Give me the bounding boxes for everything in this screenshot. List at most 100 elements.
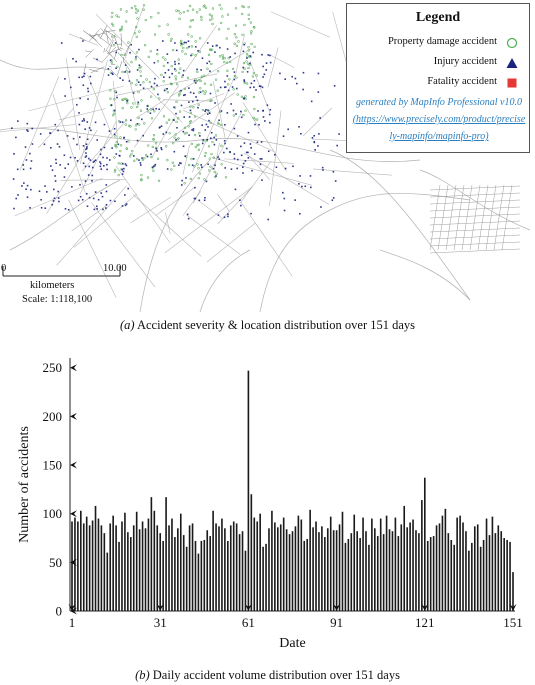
bar-day-42 — [191, 523, 194, 611]
bar-day-14 — [109, 523, 112, 611]
bar-day-44 — [197, 553, 200, 611]
bar-day-4 — [80, 510, 82, 611]
bar-day-1 — [71, 521, 73, 611]
bar-day-139 — [476, 524, 479, 611]
y-tick-label-200: 200 — [43, 409, 63, 424]
bar-day-83 — [312, 527, 314, 611]
bar-day-127 — [441, 515, 444, 611]
bar-day-20 — [127, 532, 129, 611]
x-tick-label-91: 91 — [330, 615, 343, 630]
scale-end: 10.00 — [103, 263, 127, 274]
x-tick-label-61: 61 — [242, 615, 255, 630]
caption-b-text: Daily accident volume distribution over … — [149, 668, 400, 682]
legend-label-property: Property damage accident — [387, 36, 497, 47]
bar-day-25 — [141, 521, 144, 611]
bar-day-109 — [388, 529, 391, 611]
bar-day-102 — [368, 544, 370, 611]
bar-day-57 — [235, 523, 238, 611]
bar-day-98 — [356, 531, 358, 611]
y-tick-mark-250 — [70, 364, 77, 372]
bar-day-138 — [473, 526, 476, 611]
bar-day-77 — [294, 526, 297, 611]
bar-day-101 — [365, 531, 367, 611]
bar-day-141 — [482, 539, 485, 611]
bar-day-108 — [385, 515, 388, 611]
bar-day-114 — [403, 505, 406, 611]
bar-day-38 — [179, 513, 182, 611]
bar-day-27 — [147, 518, 150, 611]
bar-day-21 — [129, 537, 132, 611]
bar-day-52 — [221, 518, 223, 611]
bar-day-125 — [435, 525, 438, 611]
bar-day-121 — [423, 477, 426, 611]
bar-day-124 — [432, 536, 435, 611]
bar-day-135 — [465, 531, 467, 611]
bar-day-92 — [338, 524, 341, 611]
bar-day-66 — [262, 546, 264, 611]
bar-day-74 — [285, 529, 288, 611]
bar-day-143 — [488, 535, 491, 611]
bar-day-13 — [106, 552, 109, 611]
bar-day-85 — [318, 532, 320, 611]
bar-day-28 — [150, 497, 153, 611]
bar-day-55 — [229, 525, 232, 611]
bar-day-70 — [274, 522, 276, 611]
caption-a-text: Accident severity & location distributio… — [134, 318, 416, 332]
bar-day-149 — [506, 539, 508, 611]
bar-day-147 — [500, 531, 503, 611]
chart-bars — [71, 370, 514, 611]
bar-day-8 — [91, 520, 94, 611]
x-tick-mark-1 — [68, 604, 76, 611]
bar-day-111 — [394, 517, 397, 611]
bar-day-79 — [300, 519, 303, 611]
bar-day-131 — [453, 544, 456, 611]
bar-day-62 — [250, 494, 253, 611]
credit-generator: generated by MapInfo Professional v10.0 — [356, 97, 522, 108]
bar-day-93 — [341, 511, 344, 611]
bar-day-148 — [503, 538, 505, 611]
bar-day-64 — [256, 521, 259, 611]
bar-day-51 — [218, 526, 220, 611]
bar-day-72 — [279, 524, 282, 611]
bar-day-17 — [118, 541, 120, 611]
bar-day-26 — [144, 528, 147, 611]
bar-day-41 — [188, 525, 191, 611]
bar-day-78 — [297, 515, 300, 611]
bar-day-36 — [174, 537, 176, 611]
bar-day-34 — [168, 525, 170, 611]
bar-day-61 — [247, 370, 250, 611]
bar-day-35 — [171, 518, 173, 611]
bar-day-107 — [382, 534, 385, 611]
credit-url-line2[interactable]: ly-mapinfo/mapinfo-pro) — [389, 131, 489, 142]
bar-day-128 — [444, 508, 447, 611]
y-tick-mark-0 — [70, 607, 77, 615]
bar-day-31 — [159, 533, 162, 611]
scale-ratio: Scale: 1:118,100 — [22, 294, 93, 305]
bar-day-53 — [224, 528, 226, 611]
credit-url-line1[interactable]: (https://www.precisely.com/product/preci… — [352, 114, 526, 125]
accident-points — [11, 3, 340, 221]
bar-day-12 — [103, 533, 106, 611]
x-tick-mark-121 — [421, 604, 429, 611]
bar-day-110 — [391, 531, 394, 611]
bar-day-68 — [268, 528, 270, 611]
bar-day-48 — [209, 536, 211, 611]
bar-day-56 — [232, 521, 235, 611]
bar-day-43 — [194, 540, 197, 611]
accident-map-panel: Legend Property damage accident Injury a… — [0, 0, 535, 312]
bar-day-50 — [215, 523, 217, 611]
y-tick-label-250: 250 — [43, 360, 63, 375]
x-tick-mark-91 — [333, 604, 341, 611]
bar-day-137 — [471, 542, 473, 611]
x-tick-label-151: 151 — [503, 615, 523, 630]
bar-day-105 — [376, 536, 379, 611]
bar-day-115 — [406, 527, 408, 611]
accident-map — [0, 3, 531, 312]
bar-day-89 — [329, 516, 332, 611]
bar-day-67 — [265, 543, 267, 611]
bar-day-80 — [303, 540, 306, 611]
bar-day-81 — [306, 538, 309, 611]
bar-day-60 — [244, 550, 247, 611]
y-axis-title: Number of accidents — [17, 426, 32, 543]
bar-day-113 — [400, 524, 403, 611]
